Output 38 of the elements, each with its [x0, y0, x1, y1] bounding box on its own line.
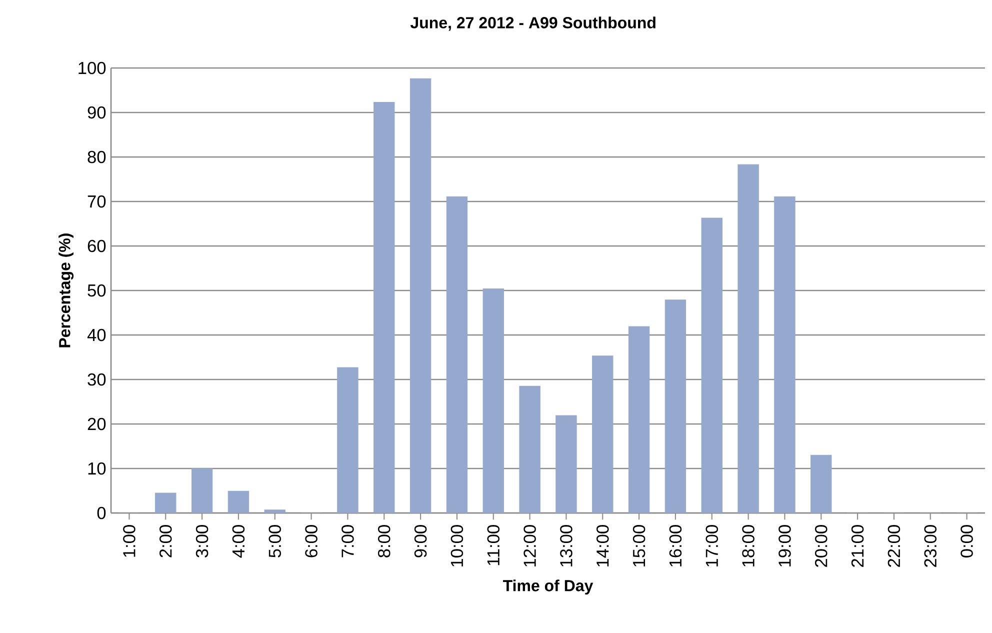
x-tick-label: 9:00 — [414, 525, 427, 558]
x-tick-label: 7:00 — [342, 525, 354, 558]
x-tick-label: 12:00 — [524, 525, 536, 566]
y-tick-label: 30 — [88, 373, 106, 386]
x-tick-label: 19:00 — [778, 525, 791, 566]
x-tick-label: 16:00 — [669, 525, 682, 566]
x-tick-label: 23:00 — [924, 525, 937, 567]
x-tick-label: 14:00 — [596, 525, 609, 566]
y-tick-label: 90 — [88, 106, 106, 119]
y-axis-title: Percentage (%) — [58, 234, 74, 348]
x-tick-label: 21:00 — [851, 525, 864, 567]
x-tick-label: 3:00 — [196, 525, 208, 558]
chart-title: June, 27 2012 - A99 Southbound — [410, 16, 656, 31]
x-tick-label: 15:00 — [632, 525, 646, 566]
y-tick-label: 10 — [88, 462, 106, 475]
y-tick-label: 60 — [88, 240, 106, 252]
y-tick-label: 100 — [78, 62, 106, 74]
x-tick-label: 13:00 — [560, 525, 572, 566]
x-tick-label: 2:00 — [159, 525, 172, 558]
y-tick-label: 70 — [88, 195, 106, 208]
x-tick-label: 8:00 — [378, 525, 390, 558]
x-tick-label: 5:00 — [268, 525, 282, 558]
x-tick-label: 20:00 — [814, 525, 828, 567]
x-tick-label: 22:00 — [888, 525, 900, 567]
y-tick-label: 0 — [97, 506, 106, 520]
y-tick-label: 50 — [88, 284, 106, 297]
y-tick-label: 20 — [88, 418, 106, 430]
x-tick-label: 17:00 — [706, 525, 718, 566]
y-tick-label: 80 — [88, 150, 106, 164]
x-tick-label: 6:00 — [305, 525, 318, 558]
x-tick-label: 4:00 — [232, 525, 245, 558]
x-tick-label: 10:00 — [450, 525, 464, 566]
x-tick-label: 1:00 — [123, 525, 136, 557]
x-tick-label: 0:00 — [960, 525, 973, 558]
x-tick-label: 11:00 — [487, 525, 500, 566]
x-tick-label: 18:00 — [742, 525, 754, 566]
x-axis-title: Time of Day — [502, 580, 594, 594]
y-tick-label: 40 — [87, 328, 106, 342]
